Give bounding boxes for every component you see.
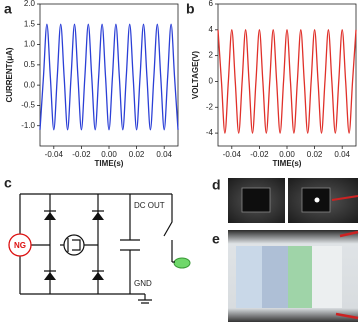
ground-label: GND (134, 279, 152, 288)
y-tick-label: 2.0 (24, 0, 36, 8)
x-tick-label: 0.04 (334, 150, 350, 159)
x-tick-label: -0.02 (250, 150, 269, 159)
photo-d (228, 178, 359, 223)
plot-frame (39, 3, 179, 147)
x-tick-label: 0.02 (129, 150, 145, 159)
y-tick-label: 0.5 (24, 60, 36, 69)
panel-label: b (186, 1, 195, 17)
x-tick-label: 0.00 (101, 150, 117, 159)
photo-e (228, 230, 359, 322)
signal-line (39, 23, 179, 131)
panel-label: a (4, 1, 12, 17)
y-tick-label: -1.0 (21, 121, 35, 130)
circuit: NG DC OUT GND (8, 193, 191, 304)
y-tick-label: -2 (206, 102, 214, 111)
y-tick-label: 4 (209, 25, 214, 34)
y-tick-label: 1.0 (24, 40, 36, 49)
x-axis-title: TIME(s) (273, 159, 302, 168)
panel-label: e (212, 231, 220, 247)
y-tick-label: 1.5 (24, 19, 36, 28)
y-tick-label: 0 (209, 77, 214, 86)
source-label: NG (14, 241, 26, 250)
x-tick-label: -0.04 (223, 150, 242, 159)
y-axis-title: CURRENT(μA) (5, 47, 14, 102)
x-tick-label: 0.00 (279, 150, 295, 159)
plot-frame (217, 3, 357, 147)
y-tick-label: -0.5 (21, 101, 35, 110)
signal-line (217, 29, 357, 134)
x-tick-label: -0.04 (45, 150, 64, 159)
y-axis-title: VOLTAGE(V) (191, 51, 200, 99)
x-tick-label: -0.02 (72, 150, 91, 159)
y-tick-label: 6 (209, 0, 214, 8)
panel-label: d (212, 177, 221, 193)
panel-label: c (4, 175, 12, 191)
x-tick-label: 0.04 (156, 150, 172, 159)
x-axis-title: TIME(s) (95, 159, 124, 168)
x-tick-label: 0.02 (307, 150, 323, 159)
y-tick-label: 2 (209, 51, 214, 60)
output-label: DC OUT (134, 201, 165, 210)
y-tick-label: -4 (206, 128, 214, 137)
y-tick-label: 0.0 (24, 80, 36, 89)
